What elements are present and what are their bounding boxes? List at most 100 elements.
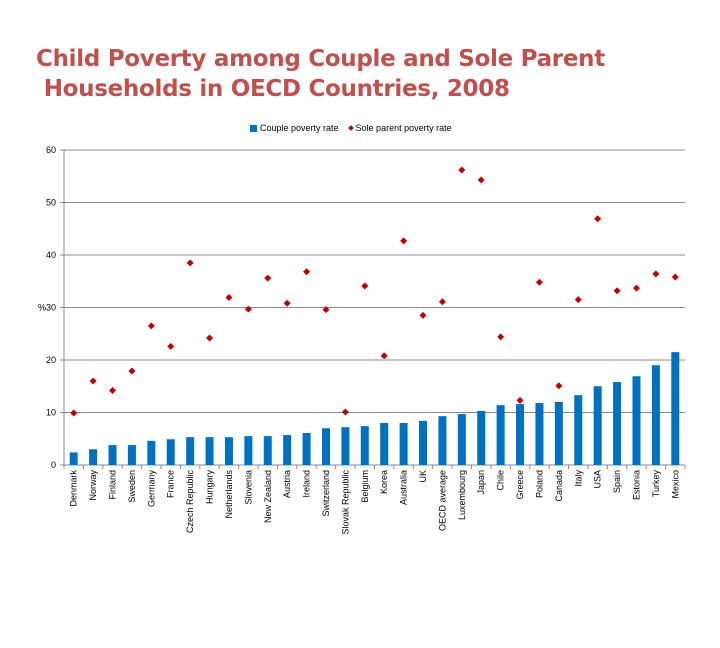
x-tick-label: Netherlands bbox=[224, 470, 234, 519]
bar-spain bbox=[613, 382, 622, 465]
point-chile bbox=[497, 333, 505, 341]
bar-slovenia bbox=[244, 436, 253, 465]
point-czech-republic bbox=[186, 259, 194, 267]
x-tick-label: Greece bbox=[515, 470, 525, 500]
bar-usa bbox=[593, 386, 602, 465]
legend: Couple poverty rate Sole parent poverty … bbox=[250, 123, 452, 133]
point-ireland bbox=[303, 268, 311, 276]
point-finland bbox=[109, 386, 117, 394]
y-tick-label: %30 bbox=[38, 303, 56, 313]
x-tick-label: Slovak Republic bbox=[340, 470, 350, 535]
point-mexico bbox=[671, 273, 679, 281]
x-tick-label: Canada bbox=[554, 470, 564, 502]
x-tick-label: Germany bbox=[146, 470, 156, 508]
x-tick-label: Ireland bbox=[302, 470, 312, 498]
bar-australia bbox=[399, 423, 408, 465]
bar-estonia bbox=[632, 376, 641, 465]
point-uk bbox=[419, 311, 427, 319]
x-tick-label: Australia bbox=[399, 470, 409, 505]
point-korea bbox=[380, 352, 388, 360]
y-tick-label: 60 bbox=[46, 145, 56, 155]
bar-finland bbox=[108, 445, 117, 465]
bar-sweden bbox=[127, 445, 136, 465]
point-germany bbox=[147, 322, 155, 330]
x-tick-label: Finland bbox=[108, 470, 118, 500]
x-tick-label: OECD average bbox=[437, 470, 447, 531]
x-tick-label: Chile bbox=[496, 470, 506, 491]
x-tick-label: Belgium bbox=[360, 470, 370, 503]
x-tick-label: Turkey bbox=[651, 470, 661, 498]
bar-italy bbox=[574, 395, 583, 465]
bar-uk bbox=[419, 420, 428, 465]
x-tick-label: Slovenia bbox=[243, 470, 253, 505]
legend-item-couple: Couple poverty rate bbox=[250, 123, 339, 133]
y-tick-label: 40 bbox=[46, 250, 56, 260]
x-tick-label: Luxembourg bbox=[457, 470, 467, 520]
point-canada bbox=[555, 382, 563, 390]
chart-title: Child Poverty among Couple and Sole Pare… bbox=[36, 46, 605, 102]
bar-chile bbox=[496, 405, 505, 465]
point-norway bbox=[89, 377, 97, 385]
legend-item-sole: Sole parent poverty rate bbox=[347, 123, 452, 133]
legend-swatch-bar bbox=[250, 124, 257, 132]
point-japan bbox=[477, 176, 485, 184]
x-tick-label: New Zealand bbox=[263, 470, 273, 523]
bar-turkey bbox=[651, 365, 660, 465]
point-switzerland bbox=[322, 306, 330, 314]
point-belgium bbox=[361, 282, 369, 290]
x-tick-label: Hungary bbox=[205, 470, 215, 505]
bar-netherlands bbox=[224, 437, 233, 465]
x-tick-label: Spain bbox=[612, 470, 622, 493]
x-tick-label: Sweden bbox=[127, 470, 137, 503]
y-tick-label: 20 bbox=[46, 355, 56, 365]
point-greece bbox=[516, 396, 524, 404]
bar-japan bbox=[477, 410, 486, 465]
bar-switzerland bbox=[321, 428, 330, 465]
point-austria bbox=[283, 299, 291, 307]
y-tick-label: 50 bbox=[46, 198, 56, 208]
bar-ireland bbox=[302, 432, 311, 465]
x-tick-label: Mexico bbox=[670, 470, 680, 499]
bar-luxembourg bbox=[457, 414, 466, 465]
bar-oecd-average bbox=[438, 416, 447, 465]
point-denmark bbox=[70, 409, 78, 417]
bar-greece bbox=[516, 404, 525, 465]
point-italy bbox=[574, 296, 582, 304]
point-usa bbox=[594, 215, 602, 223]
x-tick-label: France bbox=[166, 470, 176, 498]
y-tick-label: 0 bbox=[51, 460, 56, 470]
x-tick-label: Denmark bbox=[69, 470, 79, 507]
point-france bbox=[167, 342, 175, 350]
bar-czech-republic bbox=[186, 437, 195, 465]
bar-austria bbox=[283, 435, 292, 465]
point-oecd-average bbox=[438, 298, 446, 306]
x-tick-label: Switzerland bbox=[321, 470, 331, 517]
x-tick-label: USA bbox=[593, 470, 603, 489]
x-tick-label: Italy bbox=[573, 470, 583, 487]
bar-france bbox=[166, 439, 175, 465]
point-luxembourg bbox=[458, 166, 466, 174]
bar-new-zealand bbox=[263, 436, 272, 465]
point-netherlands bbox=[225, 294, 233, 302]
legend-label-sole: Sole parent poverty rate bbox=[355, 123, 452, 133]
bar-denmark bbox=[69, 452, 78, 465]
bar-mexico bbox=[671, 352, 680, 465]
bar-poland bbox=[535, 403, 544, 465]
point-turkey bbox=[652, 270, 660, 278]
x-tick-label: Poland bbox=[534, 470, 544, 498]
point-hungary bbox=[206, 334, 214, 342]
point-slovenia bbox=[244, 305, 252, 313]
point-slovak-republic bbox=[341, 408, 349, 416]
x-tick-label: Austria bbox=[282, 470, 292, 498]
point-poland bbox=[535, 278, 543, 286]
bar-korea bbox=[380, 423, 389, 465]
point-sweden bbox=[128, 367, 136, 375]
bar-norway bbox=[89, 449, 98, 465]
point-australia bbox=[400, 237, 408, 245]
bar-germany bbox=[147, 440, 156, 465]
point-new-zealand bbox=[264, 274, 272, 282]
x-tick-label: Norway bbox=[88, 470, 98, 501]
x-tick-label: Korea bbox=[379, 470, 389, 494]
point-spain bbox=[613, 287, 621, 295]
